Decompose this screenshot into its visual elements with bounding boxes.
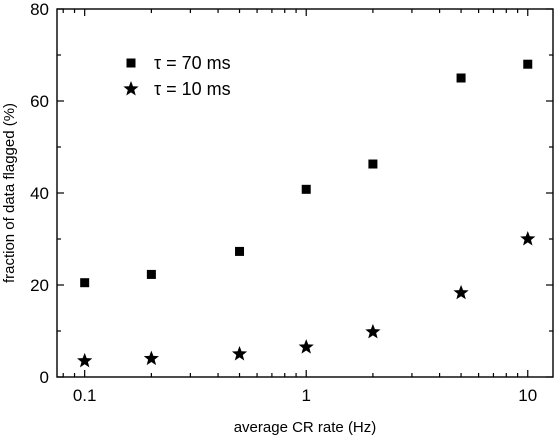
tau-70ms-point — [235, 246, 245, 256]
legend-marker-star-icon — [123, 81, 139, 96]
tau-10ms-point — [520, 231, 536, 246]
x-tick-label: 1 — [301, 386, 310, 405]
y-tick-label: 40 — [30, 184, 49, 203]
ticks: 0.1 1 10 0 20 40 60 80 — [30, 0, 553, 405]
y-tick-label: 0 — [40, 368, 49, 387]
tau-70ms-point — [368, 159, 378, 169]
tau-70ms-point — [523, 59, 533, 69]
legend-label: τ = 10 ms — [154, 79, 231, 99]
tau-70ms-point — [80, 278, 90, 288]
tau-10ms-point — [298, 339, 314, 354]
x-tick-label: 0.1 — [73, 386, 97, 405]
y-tick-label: 60 — [30, 92, 49, 111]
tau-10ms-point — [143, 350, 159, 366]
tau-70ms-point — [456, 73, 466, 83]
y-tick-label: 20 — [30, 276, 49, 295]
tau-70ms-point — [146, 269, 156, 279]
tau-10ms-point — [77, 352, 93, 368]
y-axis-title: fraction of data flagged (%) — [1, 103, 18, 283]
y-tick-label: 80 — [30, 0, 49, 19]
tau-10ms-point — [231, 346, 248, 361]
data-points — [77, 59, 536, 368]
legend-marker-square-icon — [126, 58, 136, 68]
legend: τ = 70 ms τ = 10 ms — [123, 53, 231, 99]
x-axis-title: average CR rate (Hz) — [234, 419, 377, 436]
tau-10ms-point — [365, 323, 381, 339]
tau-10ms-point — [453, 284, 469, 300]
legend-label: τ = 70 ms — [154, 53, 231, 73]
x-tick-label: 10 — [518, 386, 537, 405]
tau-70ms-point — [301, 184, 311, 194]
